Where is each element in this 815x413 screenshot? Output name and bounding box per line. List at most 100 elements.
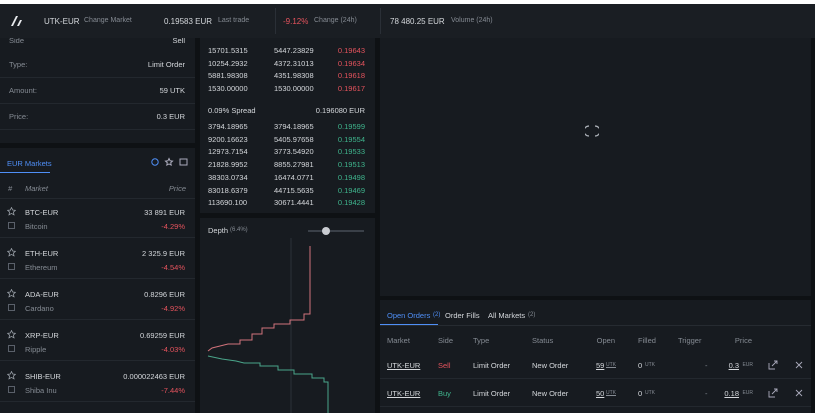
amount: 21828.9952 <box>208 160 248 170</box>
field-divider <box>0 103 195 104</box>
price: 0.19469 <box>337 185 365 195</box>
pair[interactable]: UTK-EUR <box>44 17 80 26</box>
favorite-star[interactable] <box>6 288 17 298</box>
tab-count: (2) <box>528 312 536 318</box>
market-change: -4.03% <box>161 345 185 354</box>
order-trigger: - <box>705 389 708 398</box>
total: 8855.27981 <box>274 160 314 170</box>
row-divider <box>0 401 195 402</box>
order-form: Side Sell Type: Limit Order Amount: 59 UTK Pri… <box>0 38 195 143</box>
favorite-star[interactable] <box>6 247 17 257</box>
depth-panel: Depth (6.4%) <box>200 218 375 413</box>
spread: 0.09% Spread <box>208 106 256 115</box>
price: 0.19428 <box>337 198 365 208</box>
field-divider <box>0 129 195 130</box>
favorite-star[interactable] <box>6 370 17 380</box>
tab-label[interactable]: All Markets <box>488 311 526 320</box>
order-market[interactable]: UTK-EUR <box>387 361 421 370</box>
column-header: Open <box>596 336 615 345</box>
tab-label[interactable]: Order Fills <box>445 311 480 320</box>
order-status: New Order <box>532 361 569 370</box>
column-header: Type <box>473 336 490 345</box>
order-filled: 0 <box>638 361 643 370</box>
order-market[interactable]: UTK-EUR <box>387 389 421 398</box>
volume: 78 480.25 EUR <box>390 17 445 26</box>
field-value: Limit Order <box>147 60 185 69</box>
order-filled: 0 <box>638 389 643 398</box>
order-open[interactable]: 59 <box>596 361 605 370</box>
row-divider <box>380 378 811 379</box>
tab-underline <box>380 324 438 325</box>
amount: 3794.18965 <box>208 122 248 131</box>
market-pair[interactable]: BTC-EUR <box>25 208 59 217</box>
order-open[interactable]: 50 <box>596 389 605 398</box>
row-divider <box>380 406 811 407</box>
coin-icon <box>8 386 15 393</box>
price: 0.19533 <box>337 147 365 157</box>
divider <box>380 8 381 34</box>
loading-spinner <box>585 125 599 137</box>
field-label: Side <box>9 38 25 45</box>
market-pair[interactable]: XRP-EUR <box>25 331 59 340</box>
field-value: 59 UTK <box>159 86 185 95</box>
top-bar: UTK-EUR Change Market 0.19583 EUR Last t… <box>0 4 815 38</box>
field-label: Type: <box>9 60 28 69</box>
tab-divider <box>380 325 811 326</box>
spread-price: 0.196080 EUR <box>315 106 365 115</box>
market-pair[interactable]: SHIB-EUR <box>25 372 61 381</box>
order-open-unit: UTK <box>606 362 616 368</box>
market-change: -4.29% <box>161 222 185 231</box>
row-divider <box>0 237 195 238</box>
slider-knob[interactable] <box>322 227 330 235</box>
favorite-star[interactable] <box>6 329 17 339</box>
amount: 10254.2932 <box>208 58 248 68</box>
market-name: Ethereum <box>25 263 58 272</box>
total: 4372.31013 <box>274 58 314 68</box>
field-label: Amount: <box>9 86 37 95</box>
order-filled-unit: UTK <box>645 362 655 368</box>
change-market[interactable]: Change Market <box>84 17 132 24</box>
depth-title: Depth <box>208 226 229 235</box>
action-icons[interactable] <box>768 360 808 370</box>
column-header: Price <box>734 336 752 345</box>
logo <box>11 16 22 26</box>
tab-underline <box>0 172 50 173</box>
orders-panel: Open Orders (2) Order Fills All Markets (2) M… <box>380 300 811 413</box>
order-price[interactable]: 0.18 <box>724 389 739 398</box>
price: 0.19498 <box>337 172 365 182</box>
total: 5447.23829 <box>274 46 314 55</box>
market-price: 2 325.9 EUR <box>142 249 185 258</box>
total: 1530.00000 <box>274 84 314 94</box>
total: 4351.98308 <box>274 71 314 81</box>
column-header: Side <box>438 336 454 345</box>
markets-title[interactable]: EUR Markets <box>7 159 52 168</box>
total: 5405.97658 <box>274 134 314 144</box>
ask-curve <box>207 246 311 352</box>
market-change: -4.92% <box>161 304 185 313</box>
market-price: 0.000022463 EUR <box>123 372 185 381</box>
price: 0.19643 <box>337 46 365 55</box>
order-price[interactable]: 0.3 <box>728 361 739 370</box>
slider-track <box>308 230 364 232</box>
order-status: New Order <box>532 389 569 398</box>
row-divider <box>0 319 195 320</box>
action-icons[interactable] <box>768 388 808 398</box>
market-price: 0.8296 EUR <box>144 290 185 299</box>
favorite-star[interactable] <box>6 206 17 216</box>
top-strip <box>0 0 815 4</box>
order-trigger: - <box>705 361 708 370</box>
order-open-unit: UTK <box>606 390 616 396</box>
column-header: Status <box>532 336 554 345</box>
amount: 83018.6379 <box>208 185 248 195</box>
market-pair[interactable]: ADA-EUR <box>25 290 59 299</box>
tab-label[interactable]: Open Orders <box>387 311 431 320</box>
amount: 5881.98308 <box>208 71 248 81</box>
market-pair[interactable]: ETH-EUR <box>25 249 59 258</box>
tab-count: (2) <box>433 312 441 318</box>
column-header: Market <box>25 184 48 193</box>
last-trade: 0.19583 EUR <box>164 17 213 26</box>
amount: 9200.16623 <box>208 134 248 144</box>
column-header: Market <box>387 336 410 345</box>
order-side: Buy <box>438 389 451 398</box>
